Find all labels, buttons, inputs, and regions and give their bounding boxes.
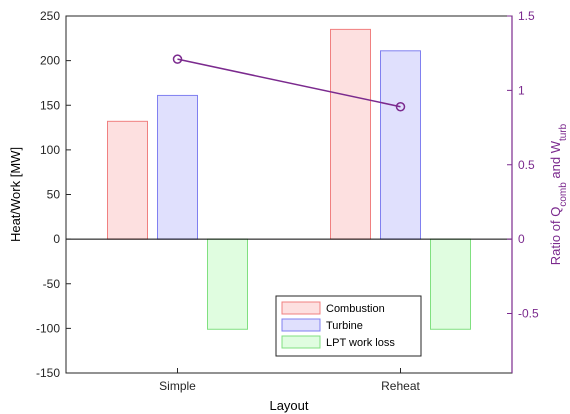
legend: Combustion Turbine LPT work loss [275, 295, 422, 357]
y-tick-label: 150 [40, 98, 60, 112]
y2-label-prefix: Ratio of Q [548, 207, 563, 266]
y-axis-label: Heat/Work [MW] [8, 147, 23, 242]
y-tick-label: -150 [36, 366, 60, 380]
bar-turbine-simple [157, 94, 198, 240]
y2-tick-label: 0 [518, 232, 525, 246]
y-tick-label: -50 [43, 277, 61, 291]
y-tick-label: 50 [47, 188, 61, 202]
legend-swatch-lpt-work-loss [281, 335, 321, 349]
legend-label-lpt-work-loss: LPT work loss [326, 337, 395, 349]
y-tick-label: 200 [40, 54, 60, 68]
x-tick-label: Reheat [381, 379, 420, 393]
x-axis-label: Layout [269, 398, 308, 413]
y2-tick-label: 1 [518, 83, 525, 97]
y-tick-label: -100 [36, 321, 60, 335]
bars-group [107, 28, 471, 330]
left-axis: 250 200 150 100 50 0 -50 -100 -150 [36, 9, 71, 380]
ratio-point-simple [172, 54, 183, 64]
right-axis: 1.5 1 0.5 0 -0.5 [507, 9, 539, 373]
bar-combustion-reheat [330, 28, 371, 240]
ratio-point-reheat [395, 101, 406, 112]
ratio-line-group [172, 54, 406, 112]
legend-label-combustion: Combustion [326, 303, 385, 315]
y2-axis-label: Ratio of Qcomb and Wturb [548, 123, 569, 265]
y-tick-label: 100 [40, 143, 60, 157]
y-tick-label: 250 [40, 9, 60, 23]
y-tick-label: 0 [53, 232, 60, 246]
bar-combustion-simple [107, 120, 148, 240]
y2-tick-label: -0.5 [518, 307, 539, 321]
y2-tick-label: 0.5 [518, 158, 535, 172]
legend-swatch-turbine [281, 318, 321, 332]
legend-label-turbine: Turbine [326, 320, 363, 332]
y2-tick-label: 1.5 [518, 9, 535, 23]
legend-swatch-combustion [281, 301, 321, 315]
bar-lpt-work-loss-reheat [430, 238, 471, 330]
y2-label-sub2: turb [558, 123, 569, 141]
bar-lpt-work-loss-simple [207, 238, 248, 330]
y2-label-mid: and W [548, 140, 563, 182]
ratio-line [177, 58, 401, 108]
x-tick-label: Simple [159, 379, 196, 393]
bar-turbine-reheat [380, 50, 421, 240]
y2-label-sub1: comb [558, 182, 569, 207]
x-axis: Simple Reheat [159, 368, 421, 393]
